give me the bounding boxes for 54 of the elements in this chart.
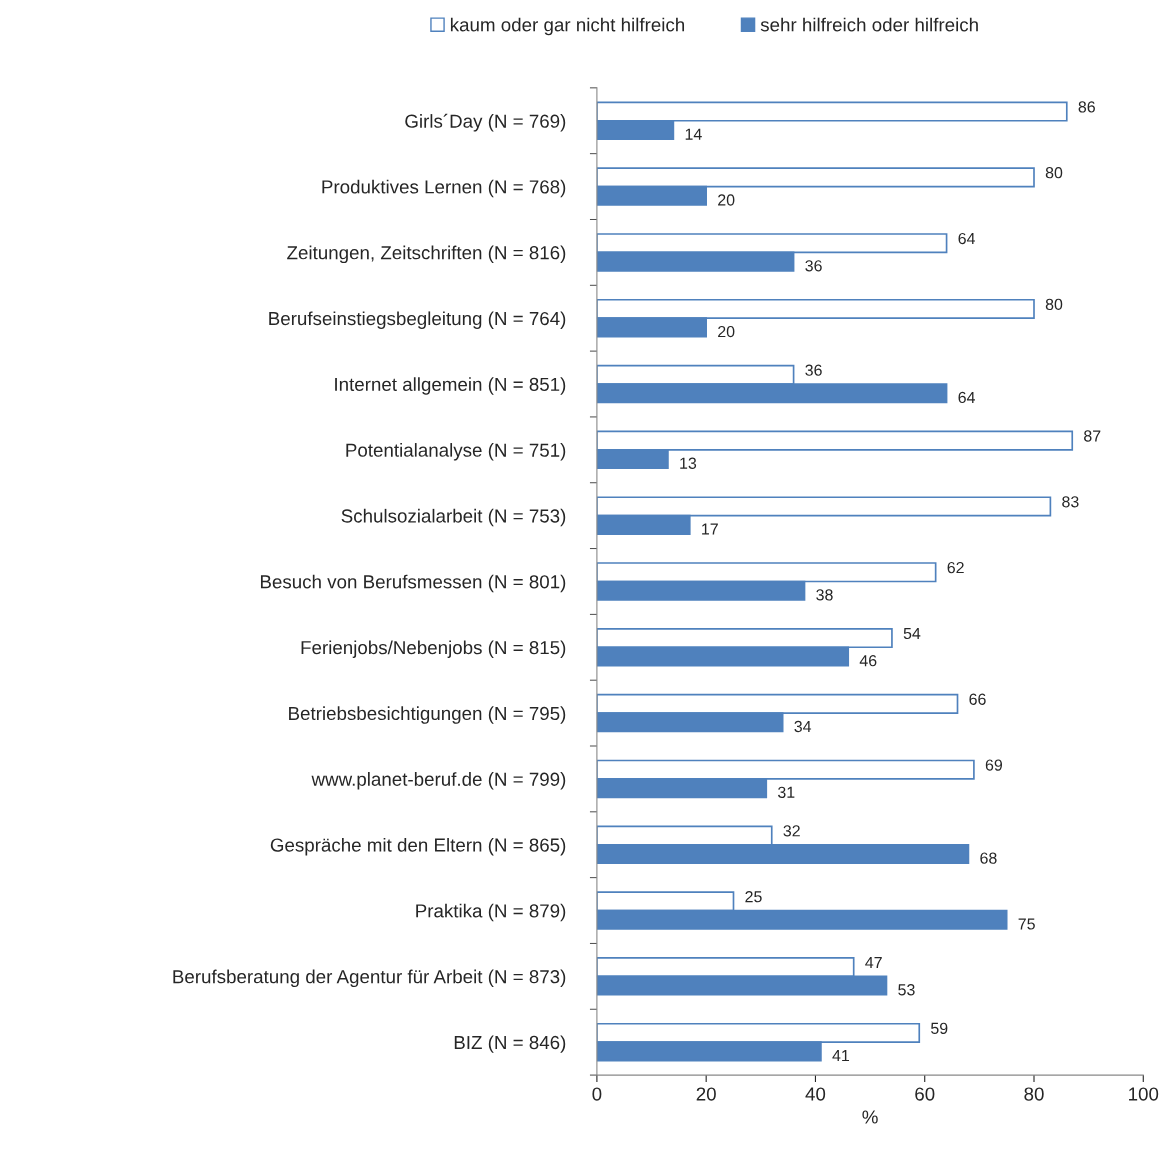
data-label: 41 [832, 1050, 850, 1062]
legend-label: kaum oder gar nicht hilfreich [450, 17, 685, 36]
data-label: 14 [685, 128, 702, 140]
data-label: 31 [778, 786, 795, 798]
data-label: 53 [898, 984, 915, 996]
x-axis-title: % [862, 1110, 878, 1124]
data-label: 36 [805, 364, 822, 376]
data-label: 83 [1062, 496, 1079, 508]
data-label: 34 [794, 720, 812, 733]
data-label: 46 [859, 655, 877, 667]
data-label: 47 [865, 957, 882, 968]
data-label: 17 [702, 523, 718, 535]
y-tick-label: Besuch von Berufsmessen (N = 801) [260, 574, 566, 593]
x-tick-label: 100 [1129, 1087, 1159, 1101]
data-label: 38 [816, 589, 833, 601]
y-tick-label: Internet allgemein (N = 851) [335, 377, 566, 395]
y-tick-label: Berufsberatung der Agentur für Arbeit (N = 873) [173, 969, 566, 988]
legend-label: sehr hilfreich oder hilfreich [760, 17, 978, 32]
x-tick-label: 60 [915, 1087, 935, 1101]
y-tick-label: Girls´Day (N = 769) [405, 113, 566, 132]
data-label: 13 [680, 457, 697, 469]
data-label: 20 [718, 325, 735, 338]
data-label: 64 [958, 232, 975, 245]
data-label: 36 [805, 260, 822, 272]
y-tick-label: Zeitungen, Zeitschriften (N = 816) [287, 245, 566, 264]
y-tick-label: www.planet-beruf.de (N = 799) [311, 772, 566, 790]
data-label: 69 [985, 759, 1003, 771]
y-tick-label: Potentialanalyse (N = 751) [346, 443, 566, 461]
data-label: 25 [745, 891, 762, 903]
data-label: 66 [969, 693, 986, 705]
data-label: 68 [980, 852, 997, 864]
y-tick-label: Berufseinstiegsbegleitung (N = 764) [269, 311, 566, 329]
x-tick-label: 20 [696, 1087, 716, 1101]
data-label: 62 [947, 561, 964, 574]
x-tick-label: 80 [1024, 1087, 1044, 1101]
y-tick-label: BIZ (N = 846) [454, 1035, 566, 1053]
data-label: 75 [1018, 918, 1035, 930]
y-tick-label: Betriebsbesichtigungen (N = 795) [289, 706, 566, 724]
y-tick-label: Schulsozialarbeit (N = 753) [341, 508, 566, 527]
data-label: 59 [931, 1022, 948, 1034]
x-tick-label: 40 [805, 1087, 826, 1101]
data-label: 87 [1084, 430, 1101, 442]
y-tick-label: Gespräche mit den Eltern (N = 865) [270, 837, 566, 856]
y-tick-label: Produktives Lernen (N = 768) [322, 179, 566, 198]
data-label: 32 [783, 825, 800, 837]
y-tick-label: Ferienjobs/Nebenjobs (N = 815) [301, 640, 566, 658]
y-tick-label: Praktika (N = 879) [416, 903, 566, 922]
data-label: 54 [903, 627, 921, 640]
data-label: 80 [1045, 167, 1063, 179]
data-label: 20 [718, 194, 735, 206]
data-label: 80 [1045, 298, 1063, 310]
data-label: 64 [958, 391, 975, 404]
data-label: 86 [1078, 101, 1095, 113]
x-tick-label: 0 [592, 1087, 602, 1101]
